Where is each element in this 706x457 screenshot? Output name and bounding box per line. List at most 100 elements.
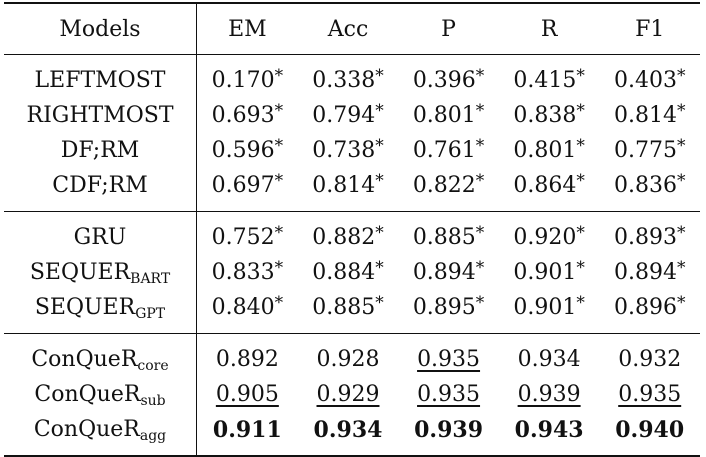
f1-value: 0.894*: [613, 258, 686, 286]
model-name: SEQUERBART: [4, 255, 197, 290]
em-value: 0.697*: [211, 171, 284, 199]
f1-value: 0.940: [599, 412, 700, 456]
em-value: 0.170*: [211, 66, 284, 94]
significance-marker: *: [274, 223, 284, 243]
em-value: 0.596*: [211, 136, 284, 164]
proposed-model-group: ConQueRcore 0.892 0.928 0.935 0.934 0.93…: [4, 333, 700, 456]
p-value: 0.894*: [412, 258, 485, 286]
table-row: SEQUERBART 0.833* 0.884* 0.894* 0.901* 0…: [4, 255, 700, 290]
significance-marker: *: [274, 101, 284, 121]
acc-value: 0.928: [316, 347, 380, 372]
significance-marker: *: [576, 223, 585, 243]
significance-marker: *: [576, 258, 585, 278]
baseline-group: LEFTMOST 0.170* 0.338* 0.396* 0.415* 0.4…: [4, 54, 700, 212]
significance-marker: *: [576, 171, 585, 191]
significance-marker: *: [576, 293, 585, 313]
significance-marker: *: [375, 101, 384, 121]
f1-value: 0.893*: [613, 223, 686, 251]
r-value: 0.901*: [513, 293, 585, 321]
model-subscript: sub: [140, 393, 166, 409]
best-value: 0.934: [313, 416, 383, 443]
header-f1: F1: [635, 16, 665, 42]
p-value: 0.761*: [412, 136, 485, 164]
model-subscript: core: [137, 358, 169, 374]
header-models: Models: [4, 3, 197, 55]
best-value: 0.939: [414, 416, 483, 443]
significance-marker: *: [676, 258, 686, 278]
r-value: 0.838*: [513, 101, 585, 129]
significance-marker: *: [375, 66, 384, 86]
acc-value: 0.929: [298, 377, 399, 412]
significance-marker: *: [375, 223, 384, 243]
table-row: GRU 0.752* 0.882* 0.885* 0.920* 0.893*: [4, 211, 700, 255]
table-row: ConQueRagg 0.911 0.934 0.939 0.943 0.940: [4, 412, 700, 456]
second-best-value: 0.929: [316, 382, 380, 407]
model-name: ConQueRsub: [4, 377, 197, 412]
table-row: ConQueRcore 0.892 0.928 0.935 0.934 0.93…: [4, 333, 700, 378]
r-value: 0.920*: [513, 223, 585, 251]
model-subscript: GPT: [135, 306, 166, 322]
acc-value: 0.338*: [312, 66, 384, 94]
p-value: 0.885*: [412, 223, 485, 251]
second-best-value: 0.935: [417, 382, 481, 407]
results-table: Models EM Acc P R F1 LEFTMOST 0.170* 0.3…: [4, 2, 700, 457]
em-value: 0.840*: [211, 293, 284, 321]
best-value: 0.940: [615, 416, 685, 443]
table-row: CDF;RM 0.697* 0.814* 0.822* 0.864* 0.836…: [4, 168, 700, 212]
acc-value: 0.882*: [312, 223, 384, 251]
second-best-value: 0.905: [215, 382, 279, 407]
f1-value: 0.932: [618, 347, 682, 372]
r-value: 0.943: [499, 412, 600, 456]
table-row: SEQUERGPT 0.840* 0.885* 0.895* 0.901* 0.…: [4, 290, 700, 334]
model-name: RIGHTMOST: [4, 98, 197, 133]
significance-marker: *: [274, 66, 284, 86]
significance-marker: *: [475, 101, 485, 121]
r-value: 0.801*: [513, 136, 585, 164]
f1-value: 0.814*: [613, 101, 686, 129]
p-value: 0.801*: [412, 101, 485, 129]
best-value: 0.943: [514, 416, 584, 443]
second-best-value: 0.939: [517, 382, 581, 407]
neural-baseline-group: GRU 0.752* 0.882* 0.885* 0.920* 0.893* S…: [4, 211, 700, 334]
significance-marker: *: [475, 223, 485, 243]
header-p: P: [441, 16, 456, 42]
header-row: Models EM Acc P R F1: [4, 3, 700, 55]
header-em: EM: [228, 16, 267, 42]
f1-value: 0.836*: [613, 171, 686, 199]
f1-value: 0.896*: [613, 293, 686, 321]
p-value: 0.396*: [412, 66, 485, 94]
table-row: ConQueRsub 0.905 0.929 0.935 0.939 0.935: [4, 377, 700, 412]
r-value: 0.939: [499, 377, 600, 412]
significance-marker: *: [475, 136, 485, 156]
f1-value: 0.935: [599, 377, 700, 412]
significance-marker: *: [475, 171, 485, 191]
model-name: GRU: [4, 211, 197, 255]
significance-marker: *: [274, 171, 284, 191]
significance-marker: *: [475, 66, 485, 86]
p-value: 0.935: [398, 377, 499, 412]
acc-value: 0.794*: [312, 101, 384, 129]
significance-marker: *: [475, 293, 485, 313]
r-value: 0.864*: [513, 171, 585, 199]
model-name: DF;RM: [4, 133, 197, 168]
second-best-value: 0.935: [417, 347, 481, 372]
significance-marker: *: [375, 136, 384, 156]
table-row: DF;RM 0.596* 0.738* 0.761* 0.801* 0.775*: [4, 133, 700, 168]
model-subscript: BART: [130, 271, 171, 287]
p-value: 0.895*: [412, 293, 485, 321]
significance-marker: *: [475, 258, 485, 278]
significance-marker: *: [375, 293, 384, 313]
acc-value: 0.934: [298, 412, 399, 456]
table-row: LEFTMOST 0.170* 0.338* 0.396* 0.415* 0.4…: [4, 54, 700, 98]
significance-marker: *: [676, 101, 686, 121]
p-value: 0.939: [398, 412, 499, 456]
r-value: 0.901*: [513, 258, 585, 286]
significance-marker: *: [375, 258, 384, 278]
em-value: 0.905: [197, 377, 298, 412]
em-value: 0.911: [197, 412, 298, 456]
significance-marker: *: [375, 171, 384, 191]
p-value: 0.935: [398, 334, 499, 378]
significance-marker: *: [576, 66, 585, 86]
header-acc: Acc: [327, 16, 369, 42]
